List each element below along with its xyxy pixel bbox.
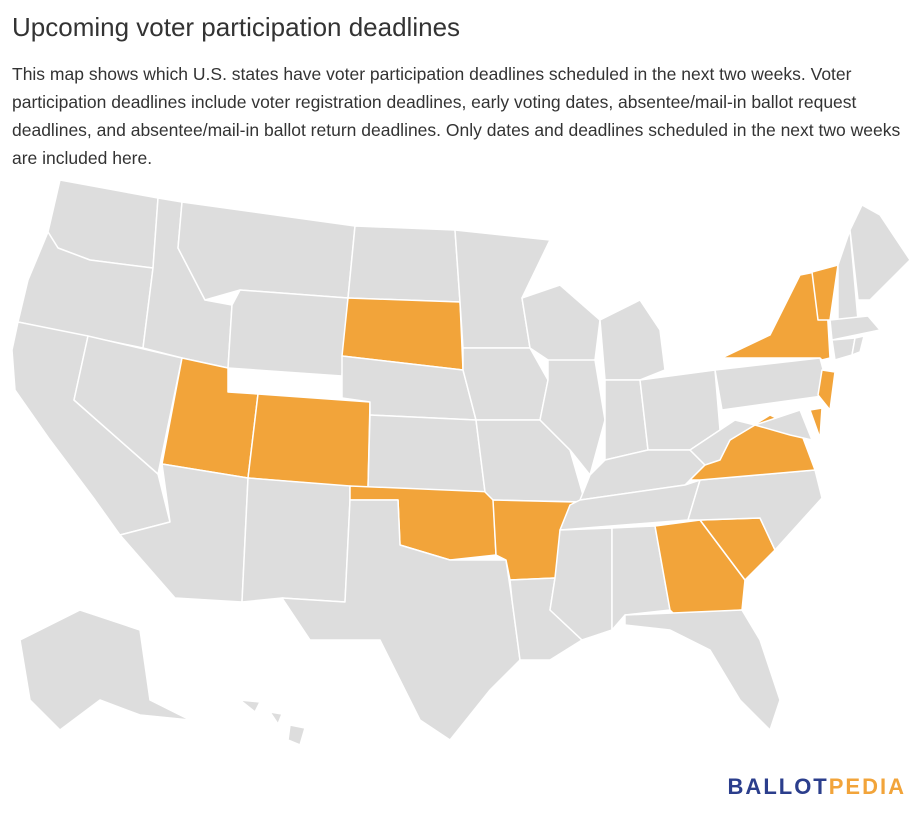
- state-me: [849, 204, 911, 301]
- ballotpedia-logo: BALLOTPEDIA: [728, 774, 906, 800]
- state-ks: [367, 414, 486, 493]
- state-ak: [19, 609, 191, 731]
- state-ia: [462, 347, 549, 421]
- state-ct: [831, 337, 856, 361]
- state-hi: [239, 699, 306, 746]
- state-ny: [721, 269, 831, 361]
- logo-pedia: PEDIA: [828, 774, 906, 799]
- state-ma: [829, 315, 881, 341]
- state-de: [809, 407, 823, 439]
- logo-ballot: BALLOT: [727, 774, 829, 799]
- state-al: [611, 525, 671, 631]
- state-co: [247, 393, 371, 489]
- state-md: [754, 409, 813, 441]
- page-title: Upcoming voter participation deadlines: [12, 12, 461, 42]
- state-fl: [624, 609, 781, 731]
- state-ri: [851, 335, 865, 356]
- state-nm: [241, 477, 351, 603]
- state-wv: [689, 419, 756, 466]
- state-nv: [73, 335, 183, 475]
- state-il: [539, 359, 606, 476]
- state-pa: [714, 357, 831, 411]
- state-nj: [817, 369, 836, 411]
- state-mt: [177, 201, 356, 301]
- state-wy: [227, 289, 349, 377]
- us-map: [11, 179, 911, 746]
- map-description: This map shows which U.S. states have vo…: [12, 64, 901, 168]
- state-mi: [599, 299, 666, 381]
- state-nd: [347, 225, 461, 303]
